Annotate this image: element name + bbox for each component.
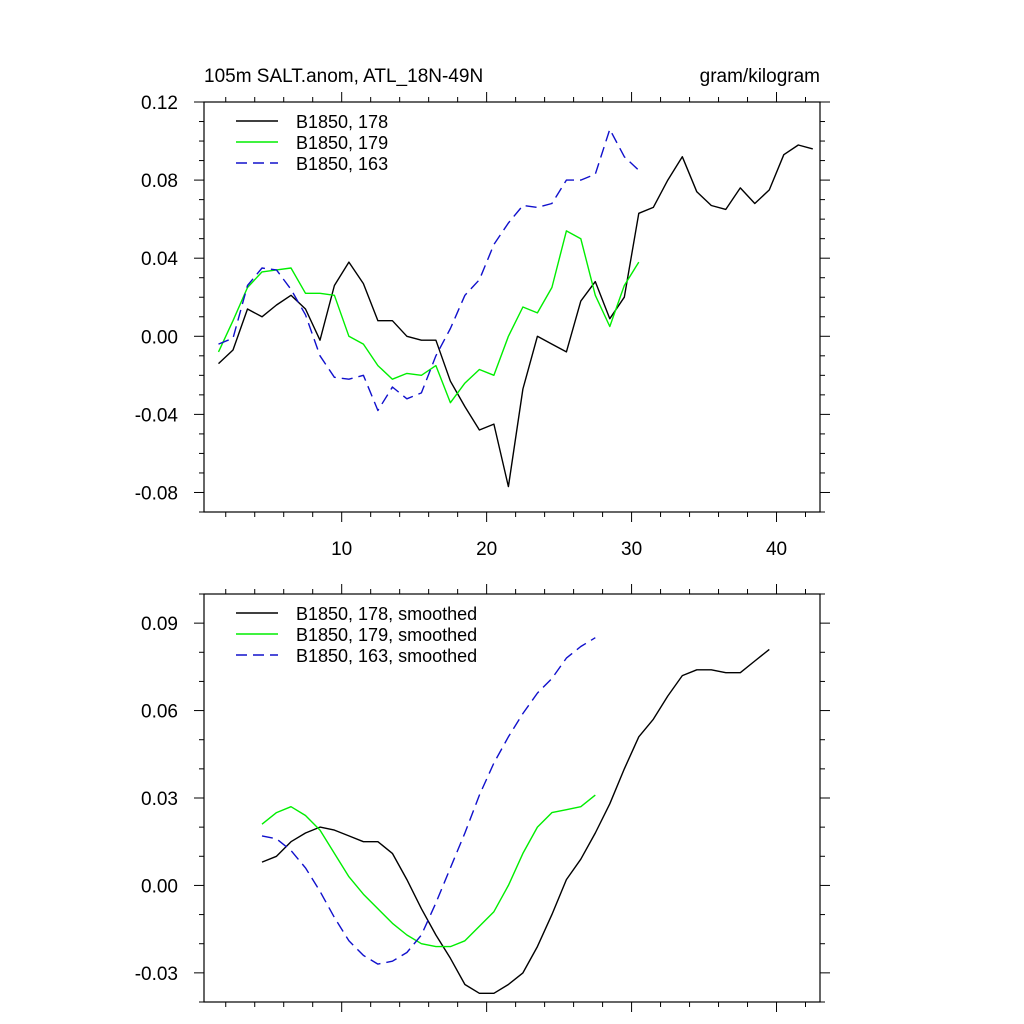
legend-label: B1850, 179 (296, 133, 388, 153)
x-tick-label: 20 (476, 539, 497, 560)
y-tick-label: 0.06 (141, 702, 178, 723)
chart-title: 105m SALT.anom, ATL_18N-49N (204, 66, 483, 87)
legend-label: B1850, 163, smoothed (296, 646, 477, 666)
series-line-b1850-163 (218, 128, 640, 412)
y-tick-label: 0.12 (141, 93, 178, 114)
series-line-b1850-179 (217, 230, 640, 404)
chart-panel-2: 0.09 0.06 0.03 0.00 -0.03 B1850, 178, smoothe… (135, 584, 830, 1012)
x-tick-label: 10 (331, 539, 352, 560)
chart-units: gram/kilogram (700, 66, 820, 87)
series-line-b1850-178 (218, 144, 813, 488)
series-line-b1850-178-smoothed (261, 648, 770, 994)
legend-label: B1850, 163 (296, 154, 388, 174)
x-tick-label: 40 (766, 539, 787, 560)
plot-frame (203, 101, 821, 513)
chart-panel-1: 10 20 30 40 0.12 0.08 0.04 0.00 -0.04 -0.08 B1850,… (135, 92, 830, 560)
y-tick-label: 0.04 (141, 249, 178, 270)
legend-label: B1850, 178, smoothed (296, 604, 477, 624)
legend-label: B1850, 178 (296, 112, 388, 132)
y-tick-label: 0.08 (141, 171, 178, 192)
legend-label: B1850, 179, smoothed (296, 625, 477, 645)
y-tick-label: 0.00 (141, 876, 178, 897)
series-line-b1850-179-smoothed (261, 794, 596, 948)
series-line-b1850-163-smoothed (261, 637, 596, 965)
y-tick-label: 0.00 (141, 327, 178, 348)
x-tick-label: 30 (621, 539, 642, 560)
y-tick-label: -0.03 (135, 964, 178, 985)
y-tick-label: -0.04 (135, 405, 179, 426)
y-tick-label: 0.03 (141, 789, 178, 810)
y-tick-label: 0.09 (141, 614, 178, 635)
y-tick-label: -0.08 (135, 483, 178, 504)
